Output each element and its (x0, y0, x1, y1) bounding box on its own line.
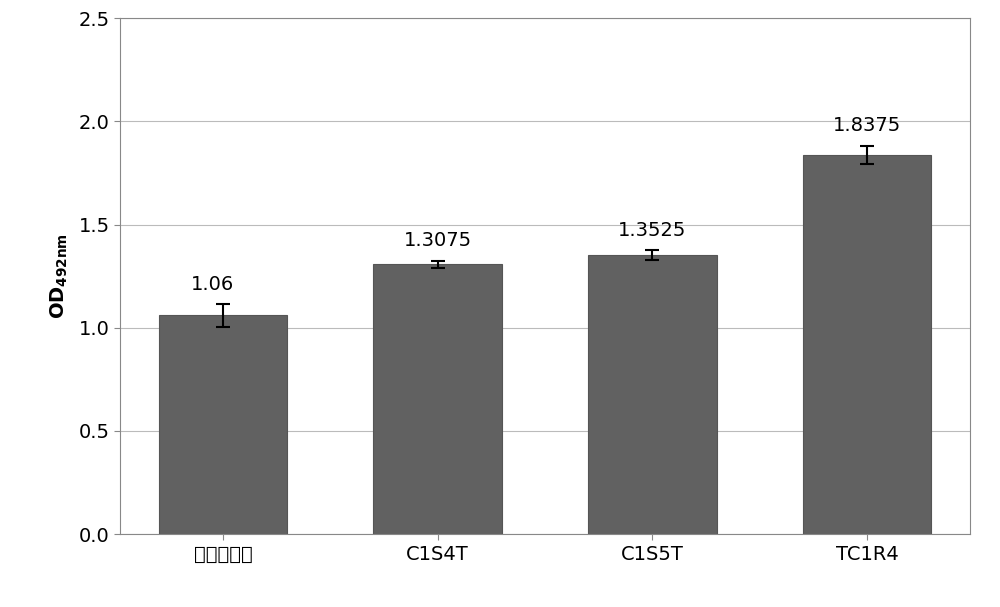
Bar (159, 316, 287, 534)
Text: 1.3075: 1.3075 (404, 231, 472, 250)
Y-axis label: $\mathregular{OD_{492nm}}$: $\mathregular{OD_{492nm}}$ (49, 233, 70, 319)
Text: 1.3525: 1.3525 (618, 220, 687, 240)
Text: 1.06: 1.06 (191, 275, 234, 294)
Bar (803, 155, 931, 534)
Text: 1.8375: 1.8375 (833, 117, 901, 135)
Bar (588, 255, 717, 534)
Bar (373, 264, 502, 534)
